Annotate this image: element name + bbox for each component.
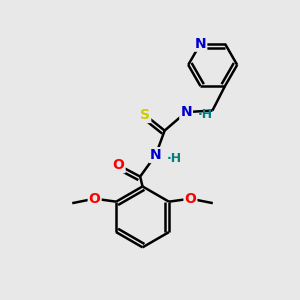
Text: ·H: ·H — [197, 108, 213, 121]
Text: O: O — [89, 192, 100, 206]
Text: N: N — [180, 105, 192, 119]
Text: S: S — [140, 108, 150, 122]
Text: N: N — [195, 37, 206, 51]
Text: O: O — [184, 192, 196, 206]
Text: ·H: ·H — [167, 152, 182, 165]
Text: N: N — [150, 148, 161, 162]
Text: O: O — [113, 158, 124, 172]
